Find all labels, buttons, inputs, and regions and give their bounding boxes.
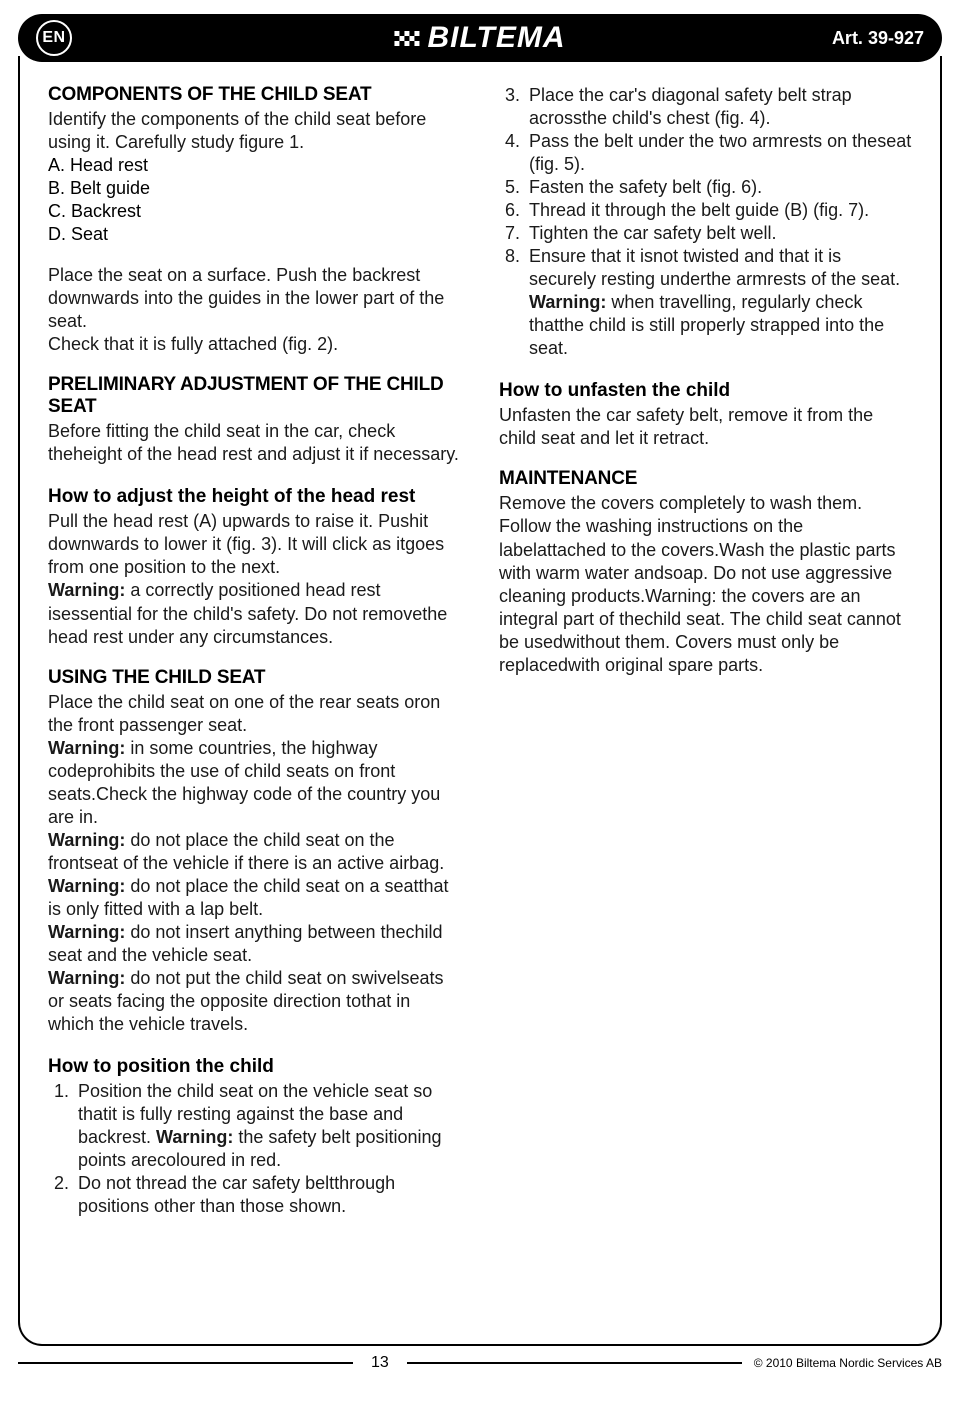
numbered-list: Position the child seat on the vehicle s…: [48, 1080, 461, 1218]
footer-rule-left: [18, 1362, 353, 1364]
warning-label: Warning:: [48, 738, 125, 758]
section-unfasten: How to unfasten the child Unfasten the c…: [499, 380, 912, 450]
warning-label: Warning:: [48, 876, 125, 896]
brand-logo: BILTEMA: [394, 21, 565, 55]
text: Warning: in some countries, the highway …: [48, 737, 461, 829]
article-number: Art. 39-927: [832, 28, 924, 49]
component-list: A. Head rest B. Belt guide C. Backrest D…: [48, 154, 461, 246]
text: Pull the head rest (A) upwards to raise …: [48, 510, 461, 579]
text: Warning: do not insert anything between …: [48, 921, 461, 967]
text: Ensure that it isnot twisted and that it…: [529, 246, 900, 289]
list-item: Tighten the car safety belt well.: [525, 222, 912, 245]
list-item: Position the child seat on the vehicle s…: [74, 1080, 461, 1172]
page: EN BILTEMA Art. 39-927 COMPONENTS OF THE…: [0, 0, 960, 1414]
text: Check that it is fully attached (fig. 2)…: [48, 333, 461, 356]
heading-components: COMPONENTS OF THE CHILD SEAT: [48, 84, 461, 106]
warning-label: Warning:: [48, 830, 125, 850]
footer-rule-right: [407, 1362, 742, 1364]
content-frame: COMPONENTS OF THE CHILD SEAT Identify th…: [18, 56, 942, 1346]
columns: COMPONENTS OF THE CHILD SEAT Identify th…: [48, 84, 912, 1236]
text: Warning: do not place the child seat on …: [48, 875, 461, 921]
list-item: Thread it through the belt guide (B) (fi…: [525, 199, 912, 222]
text: Warning: do not place the child seat on …: [48, 829, 461, 875]
warning-label: Warning:: [156, 1127, 233, 1147]
brand-checker-icon: [394, 31, 419, 46]
copyright: © 2010 Biltema Nordic Services AB: [754, 1356, 942, 1370]
footer: 13 © 2010 Biltema Nordic Services AB: [18, 1354, 942, 1372]
numbered-list-continued: Place the car's diagonal safety belt str…: [499, 84, 912, 360]
heading-position-child: How to position the child: [48, 1056, 461, 1078]
text: Warning: do not put the child seat on sw…: [48, 967, 461, 1036]
heading-adjust-headrest: How to adjust the height of the head res…: [48, 486, 461, 508]
section-adjust-headrest: How to adjust the height of the head res…: [48, 486, 461, 648]
list-item: C. Backrest: [48, 200, 461, 223]
list-item: Ensure that it isnot twisted and that it…: [525, 245, 912, 360]
text: Remove the covers completely to wash the…: [499, 492, 912, 676]
text: Unfasten the car safety belt, remove it …: [499, 404, 912, 450]
brand-name: BILTEMA: [427, 21, 565, 55]
warning-label: Warning:: [48, 580, 125, 600]
list-item: Pass the belt under the two armrests on …: [525, 130, 912, 176]
text: Before fitting the child seat in the car…: [48, 420, 461, 466]
warning-label: Warning:: [48, 922, 125, 942]
section-preliminary: PRELIMINARY ADJUSTMENT OF THE CHILD SEAT…: [48, 374, 461, 466]
list-item: A. Head rest: [48, 154, 461, 177]
text: Place the seat on a surface. Push the ba…: [48, 264, 461, 333]
left-column: COMPONENTS OF THE CHILD SEAT Identify th…: [48, 84, 461, 1236]
heading-using: USING THE CHILD SEAT: [48, 667, 461, 689]
language-badge: EN: [36, 20, 72, 56]
list-item: B. Belt guide: [48, 177, 461, 200]
right-column: Place the car's diagonal safety belt str…: [499, 84, 912, 1236]
warning-label: Warning:: [529, 292, 606, 312]
list-item: D. Seat: [48, 223, 461, 246]
language-code: EN: [42, 29, 65, 47]
section-position-child: How to position the child Position the c…: [48, 1056, 461, 1218]
section-using: USING THE CHILD SEAT Place the child sea…: [48, 667, 461, 1036]
list-item: Do not thread the car safety beltthrough…: [74, 1172, 461, 1218]
text: Warning: a correctly positioned head res…: [48, 579, 461, 648]
heading-preliminary: PRELIMINARY ADJUSTMENT OF THE CHILD SEAT: [48, 374, 461, 418]
list-item: Fasten the safety belt (fig. 6).: [525, 176, 912, 199]
heading-maintenance: MAINTENANCE: [499, 468, 912, 490]
text: Identify the components of the child sea…: [48, 108, 461, 154]
section-components: COMPONENTS OF THE CHILD SEAT Identify th…: [48, 84, 461, 356]
list-item: Place the car's diagonal safety belt str…: [525, 84, 912, 130]
warning-label: Warning:: [48, 968, 125, 988]
page-number: 13: [365, 1354, 395, 1372]
section-maintenance: MAINTENANCE Remove the covers completely…: [499, 468, 912, 676]
header-bar: EN BILTEMA Art. 39-927: [18, 14, 942, 62]
text: Place the child seat on one of the rear …: [48, 691, 461, 737]
heading-unfasten: How to unfasten the child: [499, 380, 912, 402]
